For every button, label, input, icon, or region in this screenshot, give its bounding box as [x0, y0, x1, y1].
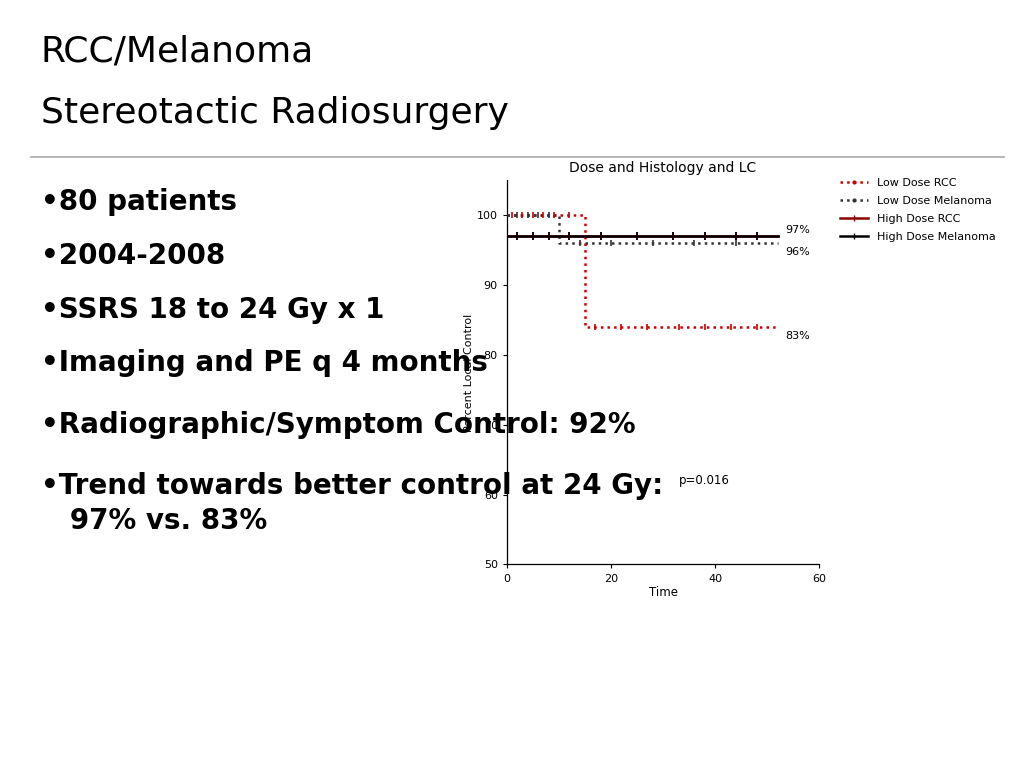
- X-axis label: Time: Time: [648, 586, 678, 599]
- Text: •2004-2008: •2004-2008: [41, 242, 225, 270]
- Text: •Radiographic/Symptom Control: 92%: •Radiographic/Symptom Control: 92%: [41, 411, 636, 439]
- Y-axis label: Percent Local Control: Percent Local Control: [464, 313, 474, 432]
- Legend: Low Dose RCC, Low Dose Melanoma, High Dose RCC, High Dose Melanoma: Low Dose RCC, Low Dose Melanoma, High Do…: [841, 178, 995, 242]
- Text: 97%: 97%: [785, 225, 810, 235]
- Text: RCC/Melanoma: RCC/Melanoma: [41, 35, 314, 68]
- Text: 96%: 96%: [785, 247, 810, 257]
- Text: •Imaging and PE q 4 months: •Imaging and PE q 4 months: [41, 349, 487, 377]
- Text: p=0.016: p=0.016: [679, 474, 729, 487]
- Title: Dose and Histology and LC: Dose and Histology and LC: [569, 161, 757, 175]
- Text: Stereotactic Radiosurgery: Stereotactic Radiosurgery: [41, 96, 509, 130]
- Text: 83%: 83%: [785, 330, 810, 340]
- Text: •80 patients: •80 patients: [41, 188, 237, 216]
- Text: •Trend towards better control at 24 Gy:
   97% vs. 83%: •Trend towards better control at 24 Gy: …: [41, 472, 664, 535]
- Text: •SSRS 18 to 24 Gy x 1: •SSRS 18 to 24 Gy x 1: [41, 296, 384, 323]
